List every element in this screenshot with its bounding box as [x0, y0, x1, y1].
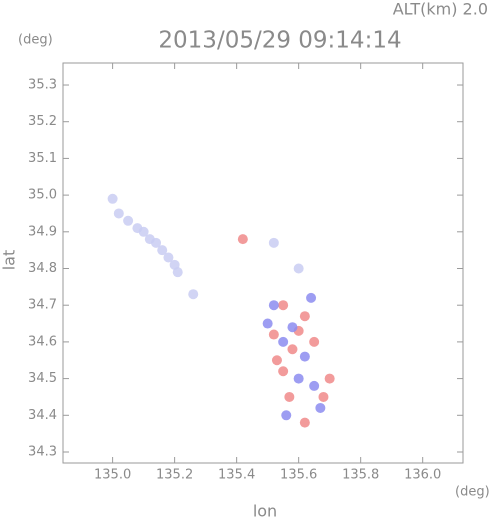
radar-echo [188, 289, 199, 300]
radar-echo [268, 329, 279, 340]
y-tick-label: 34.4 [28, 408, 57, 423]
radar-echo [299, 311, 310, 322]
radar-echo [287, 344, 298, 355]
y-tick-label: 35.2 [28, 114, 57, 129]
radar-echo [172, 267, 183, 278]
y-tick-label: 35.1 [28, 151, 57, 166]
radar-echo [299, 351, 310, 362]
radar-echo [306, 292, 317, 303]
radar-echo [309, 336, 320, 347]
radar-echo [278, 336, 289, 347]
chart-title: 2013/05/29 09:14:14 [158, 28, 401, 54]
y-tick-label: 34.9 [28, 224, 57, 239]
radar-echo [268, 300, 279, 311]
radar-echo [163, 252, 174, 263]
radar-echo [299, 417, 310, 428]
radar-echo [107, 193, 118, 204]
y-tick-label: 34.8 [28, 261, 57, 276]
x-unit: (deg) [455, 485, 490, 500]
radar-echo [278, 366, 289, 377]
radar-echo [271, 355, 282, 366]
radar-echo [293, 373, 304, 384]
y-unit: (deg) [18, 33, 53, 48]
radar-echo [262, 318, 273, 329]
radar-echo [309, 380, 320, 391]
radar-echo [293, 263, 304, 274]
x-tick-label: 135.0 [94, 468, 131, 483]
y-tick-label: 34.5 [28, 371, 57, 386]
x-tick-label: 135.8 [342, 468, 379, 483]
radar-echo [113, 208, 124, 219]
y-tick-label: 35.0 [28, 188, 57, 203]
radar-echo [284, 391, 295, 402]
y-tick-label: 35.3 [28, 78, 57, 93]
altitude-label: ALT(km) 2.0 [393, 0, 488, 19]
y-axis-label: lat [0, 250, 19, 271]
y-tick-label: 34.3 [28, 444, 57, 459]
radar-echo [138, 226, 149, 237]
radar-echo [237, 234, 248, 245]
radar-echo [123, 215, 134, 226]
x-tick-label: 136.0 [404, 468, 441, 483]
x-tick-label: 135.4 [218, 468, 255, 483]
radar-echo [268, 237, 279, 248]
radar-echo [281, 410, 292, 421]
radar-echo [278, 300, 289, 311]
y-tick-label: 34.6 [28, 334, 57, 349]
x-axis-label: lon [253, 502, 277, 521]
radar-echo [157, 245, 168, 256]
x-tick-label: 135.6 [280, 468, 317, 483]
radar-echo [315, 402, 326, 413]
radar-echo [287, 322, 298, 333]
x-tick-label: 135.2 [156, 468, 193, 483]
radar-echo [151, 237, 162, 248]
y-tick-label: 34.7 [28, 298, 57, 313]
plot-frame [62, 62, 464, 464]
radar-echo [324, 373, 335, 384]
radar-echo [318, 391, 329, 402]
